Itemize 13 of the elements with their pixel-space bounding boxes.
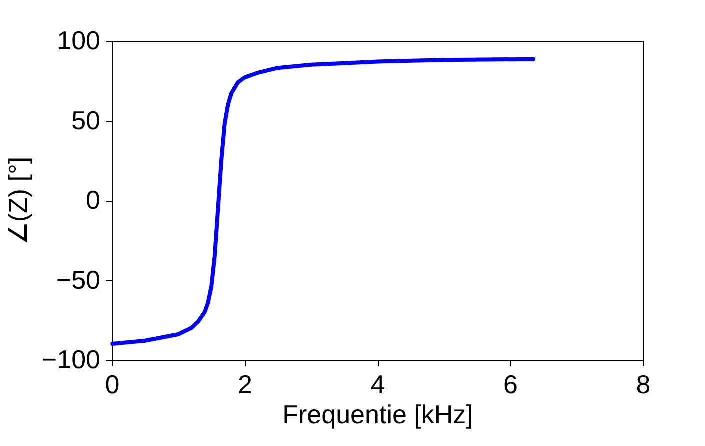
y-tick-label: 0 bbox=[86, 185, 100, 215]
x-tick-label: 0 bbox=[105, 370, 120, 400]
x-tick-label: 8 bbox=[636, 370, 651, 400]
y-tick-label: 50 bbox=[72, 105, 100, 136]
x-tick-label: 6 bbox=[504, 370, 518, 400]
line-series bbox=[110, 57, 536, 346]
y-tick-label: −50 bbox=[56, 264, 100, 295]
x-tick-label: 4 bbox=[370, 370, 386, 400]
y-axis-title: ∠(Z) [°] bbox=[2, 156, 33, 246]
y-tick-label: 100 bbox=[57, 26, 100, 56]
y-tick-label: −100 bbox=[42, 344, 100, 374]
x-axis-title: Frequentie [kHz] bbox=[282, 400, 474, 430]
x-tick-label: 2 bbox=[238, 370, 252, 400]
